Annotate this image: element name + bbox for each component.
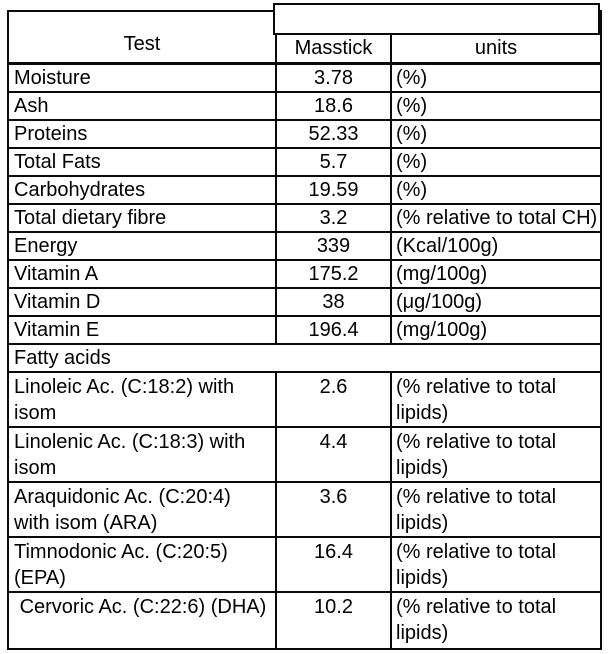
section-header-row: Fatty acids: [7, 342, 602, 373]
table-row: Vitamin D 38 (μg/100g): [7, 286, 602, 317]
units-cell: (mg/100g): [390, 258, 602, 289]
value-cell: 175.2: [275, 258, 392, 289]
table-row: Moisture 3.78 (%): [7, 62, 602, 93]
value-cell: 339: [275, 230, 392, 261]
value-cell: 3.78: [275, 62, 392, 93]
table-row: Energy 339 (Kcal/100g): [7, 230, 602, 261]
value-cell: 18.6: [275, 90, 392, 121]
value-cell: 196.4: [275, 314, 392, 345]
test-name-cell: Cervoric Ac. (C:22:6) (DHA): [7, 590, 277, 650]
table-row: Timnodonic Ac. (C:20:5) (EPA) 16.4 (% re…: [7, 535, 602, 593]
units-cell: (% relative to total lipids): [390, 370, 602, 428]
value-cell: 5.7: [275, 146, 392, 177]
value-cell: 3.6: [275, 480, 392, 538]
table-row: Cervoric Ac. (C:22:6) (DHA) 10.2 (% rela…: [7, 590, 602, 650]
units-cell: (%): [390, 62, 602, 93]
test-name-cell: Araquidonic Ac. (C:20:4) with isom (ARA): [7, 480, 277, 538]
nutrition-composition-table: Test Masstick units Moisture 3.78 (%) As…: [7, 10, 602, 650]
table-row: Proteins 52.33 (%): [7, 118, 602, 149]
units-cell: (Kcal/100g): [390, 230, 602, 261]
test-name-cell: Total Fats: [7, 146, 277, 177]
units-cell: (% relative to total CH): [390, 202, 602, 233]
table-row: Ash 18.6 (%): [7, 90, 602, 121]
table-header-row: Masstick units: [8, 33, 602, 65]
value-cell: 10.2: [275, 590, 392, 650]
units-cell: (mg/100g): [390, 314, 602, 345]
test-name-cell: Vitamin E: [7, 314, 277, 345]
table-row: Linolenic Ac. (C:18:3) with isom 4.4 (% …: [7, 425, 602, 483]
test-name-cell: Vitamin D: [7, 286, 277, 317]
value-cell: 4.4: [275, 425, 392, 483]
value-cell: 52.33: [275, 118, 392, 149]
column-header-test: Test: [7, 10, 277, 65]
test-name-cell: Total dietary fibre: [7, 202, 277, 233]
units-cell: (μg/100g): [390, 286, 602, 317]
value-cell: 3.2: [275, 202, 392, 233]
table-row: Araquidonic Ac. (C:20:4) with isom (ARA)…: [7, 480, 602, 538]
value-cell: 19.59: [275, 174, 392, 205]
value-cell: 38: [275, 286, 392, 317]
table-row: Total Fats 5.7 (%): [7, 146, 602, 177]
test-name-cell: Ash: [7, 90, 277, 121]
value-cell: 2.6: [275, 370, 392, 428]
table-row: Linoleic Ac. (C:18:2) with isom 2.6 (% r…: [7, 370, 602, 428]
table-row: Carbohydrates 19.59 (%): [7, 174, 602, 205]
units-cell: (% relative to total lipids): [390, 535, 602, 593]
test-name-cell: Energy: [7, 230, 277, 261]
column-header-units: units: [390, 33, 602, 65]
units-cell: (%): [390, 118, 602, 149]
test-name-cell: Proteins: [7, 118, 277, 149]
empty-merged-header-cell: [273, 3, 600, 35]
section-header-fatty-acids: Fatty acids: [7, 342, 602, 373]
units-cell: (%): [390, 90, 602, 121]
column-header-masstick: Masstick: [275, 33, 392, 65]
units-cell: (%): [390, 174, 602, 205]
units-cell: (%): [390, 146, 602, 177]
test-name-cell: Timnodonic Ac. (C:20:5) (EPA): [7, 535, 277, 593]
test-name-cell: Vitamin A: [7, 258, 277, 289]
test-name-cell: Carbohydrates: [7, 174, 277, 205]
table-row: Vitamin A 175.2 (mg/100g): [7, 258, 602, 289]
units-cell: (% relative to total lipids): [390, 425, 602, 483]
units-cell: (% relative to total lipids): [390, 590, 602, 650]
units-cell: (% relative to total lipids): [390, 480, 602, 538]
test-name-cell: Linoleic Ac. (C:18:2) with isom: [7, 370, 277, 428]
value-cell: 16.4: [275, 535, 392, 593]
test-name-cell: Moisture: [7, 62, 277, 93]
table-row: Total dietary fibre 3.2 (% relative to t…: [7, 202, 602, 233]
table-row: Vitamin E 196.4 (mg/100g): [7, 314, 602, 345]
test-name-cell: Linolenic Ac. (C:18:3) with isom: [7, 425, 277, 483]
